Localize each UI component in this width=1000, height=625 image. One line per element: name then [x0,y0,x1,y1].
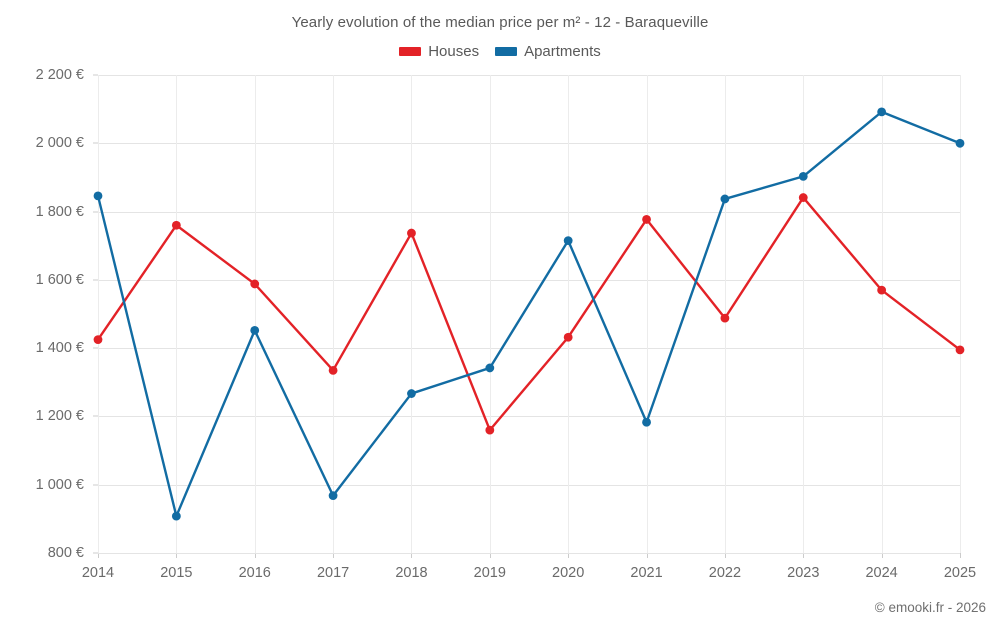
y-axis-tick-mark [93,142,98,144]
x-axis-tick-mark [646,553,648,558]
gridline-horizontal [98,416,960,418]
y-axis-tick-mark [93,347,98,349]
y-axis-tick-label: 1 400 € [35,340,84,357]
gridline-horizontal [98,348,960,350]
gridline-vertical [724,75,726,553]
chart-legend: Houses Apartments [0,44,1000,59]
legend-label-houses: Houses [428,43,480,60]
y-axis-tick-label: 1 000 € [35,476,84,493]
y-axis-tick-mark [93,279,98,281]
x-axis-tick-label: 2020 [552,565,585,581]
x-axis-tick-label: 2024 [865,565,898,581]
x-axis-tick-label: 2014 [81,565,115,581]
x-axis-tick-mark [489,553,491,558]
gridline-horizontal [98,211,960,213]
legend-item-houses[interactable]: Houses [399,44,479,59]
y-axis-tick-mark [93,74,98,76]
x-axis-tick-mark [333,553,335,558]
x-axis-tick-label: 2023 [787,565,820,581]
gridline-vertical [411,75,413,553]
x-axis-tick-label: 2017 [316,565,350,581]
footer-credit: © emooki.fr - 2026 [874,600,986,615]
legend-label-apartments: Apartments [524,43,601,60]
gridline-horizontal [98,75,960,76]
x-axis-tick-label: 2016 [238,565,271,581]
x-axis-tick-mark [254,553,256,558]
gridline-vertical [568,75,570,553]
legend-item-apartments[interactable]: Apartments [495,44,601,59]
x-axis-tick-mark [803,553,805,558]
y-axis-tick-label: 1 800 € [35,203,84,220]
gridline-horizontal [98,553,960,554]
gridline-vertical [803,75,805,553]
x-axis-tick-mark [960,553,961,558]
x-axis-tick-mark [881,553,883,558]
chart-title: Yearly evolution of the median price per… [291,14,709,31]
gridline-vertical [881,75,883,553]
x-axis-tick-mark [176,553,178,558]
x-axis-tick-label: 2019 [473,565,506,581]
y-axis-tick-label: 1 200 € [35,408,84,425]
plot-area [98,75,961,554]
x-axis-tick-label: 2018 [395,565,428,581]
y-axis-tick-mark [93,415,98,417]
x-axis-tick-mark [411,553,413,558]
gridline-vertical [960,75,961,553]
y-axis-tick-mark [93,552,98,554]
gridline-horizontal [98,143,960,145]
x-axis-tick-mark [724,553,726,558]
gridline-vertical [489,75,491,553]
x-axis-tick-label: 2025 [943,565,977,581]
x-axis-tick-label: 2021 [630,565,663,581]
y-axis-tick-label: 2 000 € [35,135,84,152]
gridline-vertical [176,75,178,553]
y-axis-tick-mark [93,484,98,486]
x-axis-tick-mark [98,553,99,558]
legend-swatch-apartments [495,47,518,56]
y-axis-tick-label: 800 € [47,545,84,561]
x-axis-tick-label: 2015 [160,565,193,581]
y-axis-tick-label: 1 600 € [35,271,84,288]
y-axis-tick-label: 2 200 € [35,67,84,83]
gridline-vertical [98,75,99,553]
gridline-horizontal [98,484,960,486]
gridline-vertical [646,75,648,553]
x-axis-tick-label: 2022 [708,565,742,581]
y-axis-tick-mark [93,211,98,213]
gridline-horizontal [98,279,960,281]
gridline-vertical [333,75,335,553]
x-axis-tick-mark [568,553,570,558]
legend-swatch-houses [399,47,422,56]
gridline-vertical [254,75,256,553]
